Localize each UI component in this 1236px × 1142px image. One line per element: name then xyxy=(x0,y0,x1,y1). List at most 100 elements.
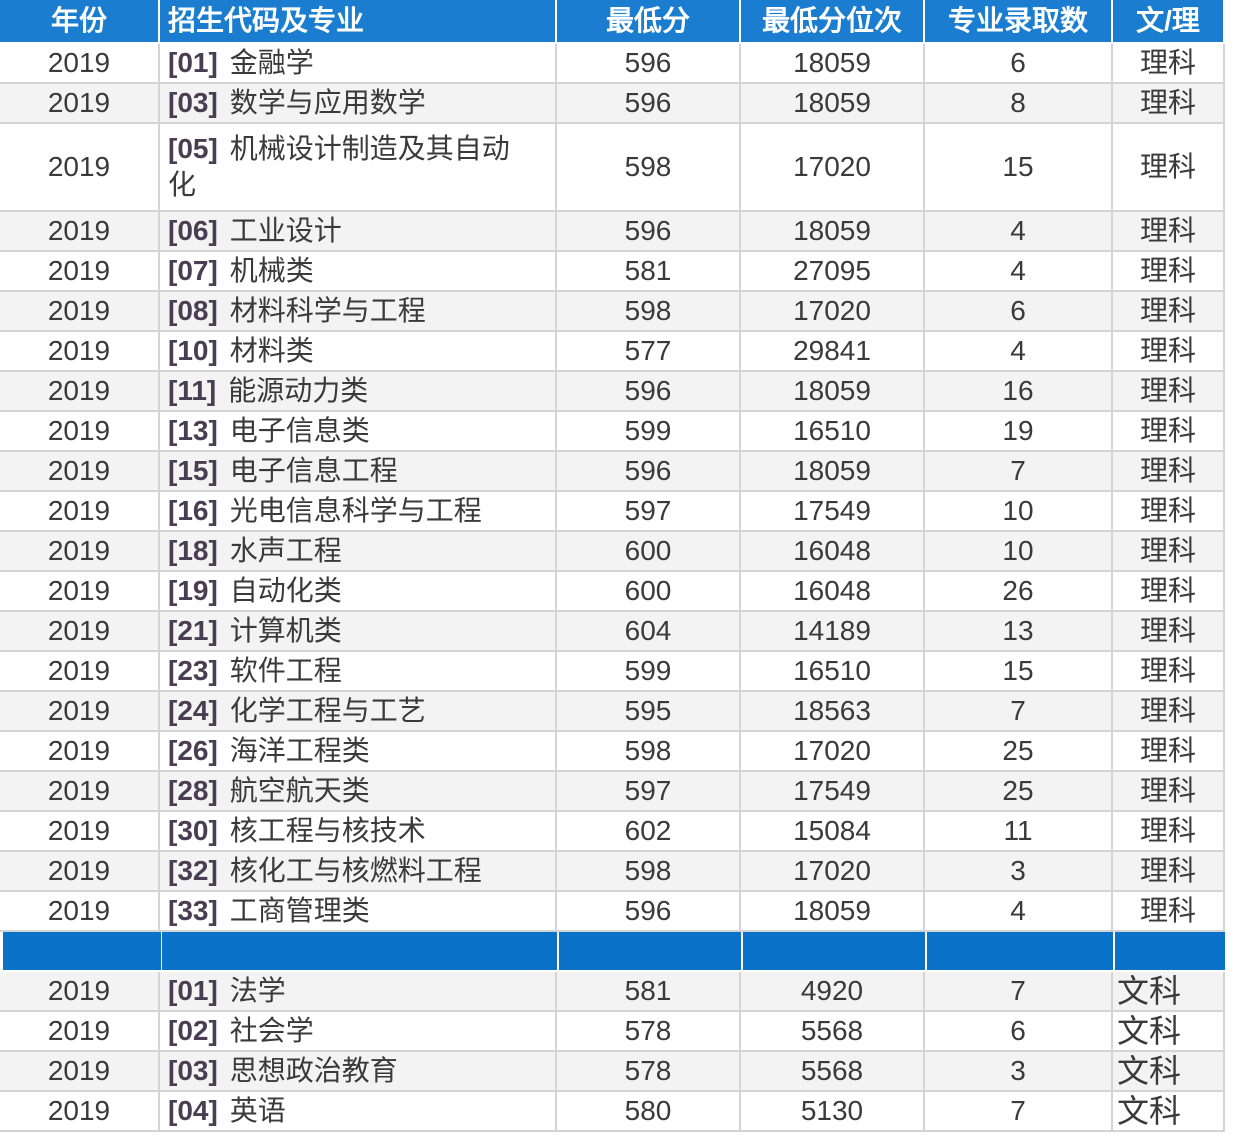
min-score-text: 596 xyxy=(624,87,672,118)
year-text: 2019 xyxy=(47,655,111,686)
admitted-count-text: 7 xyxy=(1010,1095,1026,1126)
admitted-count-text: 8 xyxy=(1010,87,1026,118)
track-cell: 理科 xyxy=(1113,492,1225,532)
year-text: 2019 xyxy=(47,575,111,606)
track-text: 理科 xyxy=(1139,735,1196,766)
major-cell: [11] 能源动力类 xyxy=(160,372,557,412)
major-text: [26] 海洋工程类 xyxy=(168,733,528,769)
year-text: 2019 xyxy=(47,1055,111,1086)
year-cell: 2019 xyxy=(0,972,160,1012)
min-score-text: 595 xyxy=(624,695,672,726)
major-cell: [23] 软件工程 xyxy=(160,652,557,692)
min-score-cell: 598 xyxy=(557,292,741,332)
min-score-text: 580 xyxy=(624,1095,672,1126)
track-cell: 理科 xyxy=(1113,772,1225,812)
header-cell: 年份 xyxy=(0,0,160,44)
major-code: [18] xyxy=(168,535,218,566)
min-score-cell: 599 xyxy=(557,652,741,692)
major-text: [28] 航空航天类 xyxy=(168,773,528,809)
year-text: 2019 xyxy=(47,295,111,326)
min-score-text: 596 xyxy=(624,375,672,406)
major-cell: [19] 自动化类 xyxy=(160,572,557,612)
year-cell: 2019 xyxy=(0,1012,160,1052)
year-cell: 2019 xyxy=(0,772,160,812)
min-rank-cell: 16048 xyxy=(741,572,925,612)
track-cell: 文科 xyxy=(1113,1052,1225,1092)
header-text: 专业录取数 xyxy=(947,5,1088,36)
track-text: 理科 xyxy=(1139,295,1196,326)
min-score-text: 598 xyxy=(624,151,672,182)
year-text: 2019 xyxy=(47,735,111,766)
year-cell: 2019 xyxy=(0,212,160,252)
major-name: 化学工程与工艺 xyxy=(229,695,426,726)
min-score-text: 604 xyxy=(624,615,672,646)
major-name: 软件工程 xyxy=(229,655,342,686)
track-cell: 理科 xyxy=(1113,212,1225,252)
min-rank-cell: 17020 xyxy=(741,732,925,772)
track-text: 理科 xyxy=(1139,47,1196,78)
min-score-cell: 578 xyxy=(557,1012,741,1052)
major-code: [05] xyxy=(168,133,218,164)
major-cell: [21] 计算机类 xyxy=(160,612,557,652)
min-score-cell: 600 xyxy=(557,532,741,572)
track-cell: 理科 xyxy=(1113,532,1225,572)
major-name: 计算机类 xyxy=(229,615,342,646)
admitted-count-cell: 4 xyxy=(925,252,1113,292)
major-text: [01] 法学 xyxy=(168,973,528,1009)
major-name: 社会学 xyxy=(229,1015,314,1046)
track-cell: 理科 xyxy=(1113,252,1225,292)
header-cell: 文/理 xyxy=(1113,0,1225,44)
admitted-count-text: 4 xyxy=(1010,895,1026,926)
min-score-cell: 577 xyxy=(557,332,741,372)
year-cell: 2019 xyxy=(0,372,160,412)
major-code: [01] xyxy=(168,47,218,78)
year-cell: 2019 xyxy=(0,412,160,452)
header-cell: 招生代码及专业 xyxy=(160,0,557,44)
admitted-count-text: 3 xyxy=(1010,855,1026,886)
min-rank-text: 14189 xyxy=(793,615,871,646)
major-code: [10] xyxy=(168,335,218,366)
track-text: 理科 xyxy=(1139,255,1196,286)
major-code: [03] xyxy=(168,87,218,118)
major-name: 核工程与核技术 xyxy=(229,815,426,846)
section-separator xyxy=(559,932,741,970)
min-rank-text: 16510 xyxy=(793,415,871,446)
min-score-text: 598 xyxy=(624,855,672,886)
major-name: 航空航天类 xyxy=(229,775,370,806)
header-text: 招生代码及专业 xyxy=(168,5,365,36)
major-code: [32] xyxy=(168,855,218,886)
min-score-text: 600 xyxy=(624,575,672,606)
min-score-cell: 596 xyxy=(557,892,741,932)
min-rank-text: 18059 xyxy=(793,455,871,486)
min-rank-cell: 15084 xyxy=(741,812,925,852)
track-text: 文科 xyxy=(1117,1013,1182,1049)
min-rank-text: 16510 xyxy=(793,655,871,686)
major-name: 电子信息类 xyxy=(229,415,370,446)
track-cell: 理科 xyxy=(1113,572,1225,612)
min-rank-cell: 5130 xyxy=(741,1092,925,1132)
min-rank-cell: 17549 xyxy=(741,772,925,812)
major-name: 光电信息科学与工程 xyxy=(229,495,482,526)
admitted-count-cell: 25 xyxy=(925,772,1113,812)
major-name: 材料科学与工程 xyxy=(229,295,426,326)
year-text: 2019 xyxy=(47,415,111,446)
admitted-count-text: 26 xyxy=(1002,575,1034,606)
major-name: 核化工与核燃料工程 xyxy=(229,855,482,886)
track-text: 理科 xyxy=(1139,895,1196,926)
major-code: [23] xyxy=(168,655,218,686)
major-text: [02] 社会学 xyxy=(168,1013,528,1049)
min-rank-cell: 18059 xyxy=(741,892,925,932)
header-text: 最低分位次 xyxy=(761,5,902,36)
min-score-cell: 604 xyxy=(557,612,741,652)
min-rank-text: 16048 xyxy=(793,575,871,606)
major-code: [28] xyxy=(168,775,218,806)
min-rank-text: 17020 xyxy=(793,735,871,766)
year-text: 2019 xyxy=(47,455,111,486)
admitted-count-cell: 6 xyxy=(925,292,1113,332)
year-text: 2019 xyxy=(47,87,111,118)
major-text: [03] 思想政治教育 xyxy=(168,1053,528,1089)
min-rank-text: 18563 xyxy=(793,695,871,726)
admitted-count-cell: 25 xyxy=(925,732,1113,772)
admitted-count-text: 6 xyxy=(1010,295,1026,326)
